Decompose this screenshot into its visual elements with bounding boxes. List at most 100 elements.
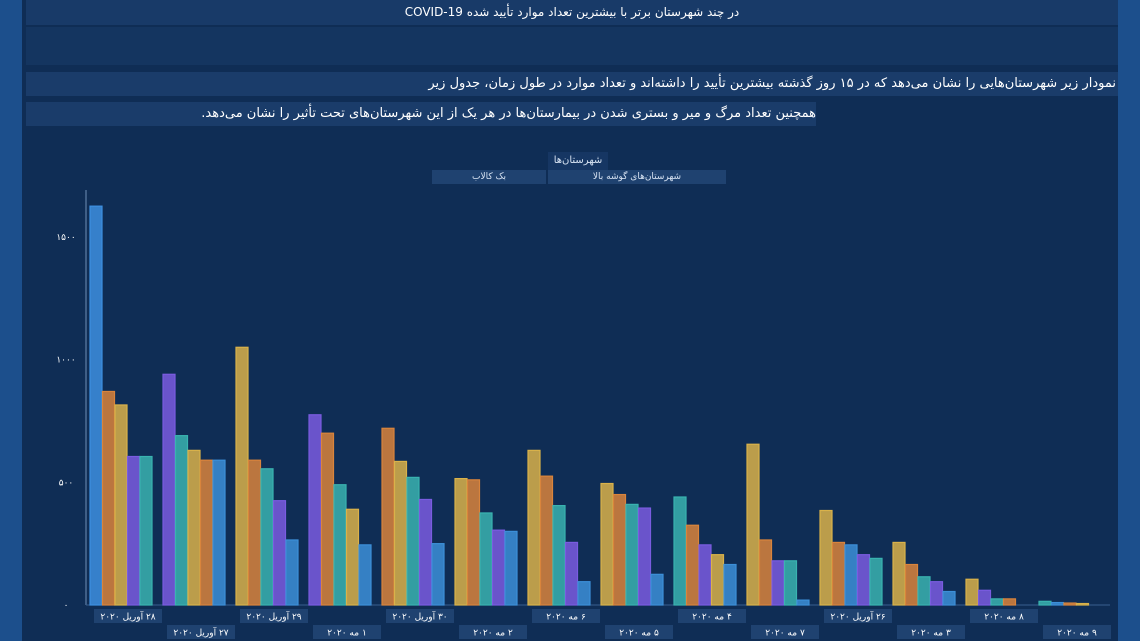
bar[interactable] (235, 346, 249, 606)
bar[interactable] (637, 507, 652, 606)
bar[interactable] (114, 404, 128, 606)
bar[interactable] (247, 459, 262, 606)
bar[interactable] (1038, 600, 1052, 606)
x-tick-label: ۲ مه ۲۰۲۰ (473, 629, 513, 639)
legend-item-1[interactable]: شهرستان‌های گوشه بالا (548, 170, 726, 184)
header-panel (26, 27, 1118, 65)
x-tick-label: ۹ مه ۲۰۲۰ (1057, 629, 1097, 639)
bar[interactable] (162, 373, 176, 606)
bar[interactable] (917, 576, 931, 606)
x-tick-label: ۸ مه ۲۰۲۰ (984, 613, 1024, 623)
bar[interactable] (796, 599, 810, 606)
legend-title: شهرستان‌ها (548, 152, 608, 170)
description-bar-1 (26, 72, 1118, 96)
bar[interactable] (479, 512, 493, 606)
title-bar (26, 0, 1118, 25)
bar[interactable] (260, 468, 274, 606)
x-label-box (94, 609, 162, 623)
bar[interactable] (358, 544, 372, 606)
bar[interactable] (869, 557, 883, 606)
bar[interactable] (418, 498, 433, 606)
bar[interactable] (320, 432, 335, 606)
bar[interactable] (527, 449, 541, 606)
bar[interactable] (698, 544, 712, 606)
bar[interactable] (174, 435, 189, 606)
bars-group (89, 205, 1090, 606)
bar[interactable] (819, 509, 833, 606)
bar[interactable] (844, 544, 858, 606)
bar[interactable] (504, 530, 518, 606)
bar[interactable] (89, 205, 103, 606)
bar[interactable] (965, 578, 979, 606)
bar[interactable] (612, 493, 627, 606)
bar[interactable] (783, 560, 798, 606)
x-tick-label: ۱ مه ۲۰۲۰ (327, 629, 367, 639)
description-line-1: نمودار زیر شهرستان‌هایی را نشان می‌دهد ک… (428, 76, 1116, 91)
bar[interactable] (126, 455, 141, 606)
bar[interactable] (625, 503, 639, 606)
x-label-box (313, 625, 381, 639)
bar[interactable] (977, 589, 992, 606)
legend-item-2[interactable]: بک کالاب (432, 170, 546, 184)
x-tick-label: ۷ مه ۲۰۲۰ (765, 629, 805, 639)
bar[interactable] (990, 598, 1004, 606)
bar[interactable] (1050, 601, 1065, 606)
bar[interactable] (139, 455, 153, 606)
bar[interactable] (285, 539, 299, 606)
x-tick-label: ۶ مه ۲۰۲۰ (546, 613, 586, 623)
x-label-box (970, 609, 1038, 623)
x-tick-label: ۲۹ آوریل ۲۰۲۰ (246, 611, 301, 623)
bar[interactable] (187, 449, 201, 606)
bar[interactable] (393, 460, 408, 606)
bar[interactable] (685, 524, 700, 606)
bar[interactable] (1002, 598, 1017, 606)
bar[interactable] (710, 554, 725, 606)
bar[interactable] (466, 479, 481, 606)
bar[interactable] (771, 560, 785, 606)
bar[interactable] (199, 459, 214, 606)
bar[interactable] (1075, 602, 1090, 606)
bar[interactable] (831, 541, 846, 606)
bar[interactable] (723, 563, 737, 606)
bar[interactable] (212, 459, 226, 606)
bar[interactable] (564, 541, 579, 606)
bar[interactable] (381, 427, 395, 606)
bar[interactable] (758, 539, 773, 606)
x-label-box (459, 625, 527, 639)
chart-title: COVID-19 در چند شهرستان برتر با بیشترین … (404, 5, 740, 19)
bar[interactable] (491, 529, 506, 606)
bar[interactable] (333, 484, 347, 606)
bar[interactable] (600, 482, 614, 606)
bar[interactable] (746, 443, 760, 606)
bar[interactable] (272, 500, 287, 606)
x-label-box (386, 609, 454, 623)
right-frame (1118, 0, 1140, 641)
bar[interactable] (929, 581, 944, 606)
x-axis-labels: ۲۸ آوریل ۲۰۲۰ ۲۷ آوریل ۲۰۲۰ ۲۹ آوریل ۲۰۲۰ ۱… (94, 609, 1111, 639)
bar[interactable] (345, 508, 360, 606)
bar[interactable] (577, 581, 591, 606)
y-tick-label: ۵۰۰ (59, 478, 74, 488)
bar[interactable] (431, 543, 445, 606)
description-bar-2 (26, 102, 816, 126)
bar[interactable] (454, 477, 468, 606)
left-frame (0, 0, 22, 641)
bar[interactable] (1063, 602, 1077, 606)
bar[interactable] (552, 504, 566, 606)
bar[interactable] (942, 590, 956, 606)
x-tick-label: ۵ مه ۲۰۲۰ (619, 629, 659, 639)
bar[interactable] (539, 475, 554, 606)
bar[interactable] (892, 541, 906, 606)
x-label-box (532, 609, 600, 623)
bar[interactable] (673, 496, 687, 606)
bar[interactable] (406, 476, 420, 606)
bar[interactable] (101, 390, 116, 606)
bar[interactable] (904, 563, 919, 606)
x-label-box (678, 609, 746, 623)
x-label-box (824, 609, 892, 623)
bar[interactable] (308, 414, 322, 606)
bar[interactable] (856, 554, 871, 606)
y-tick-label: ۱۰۰۰ (56, 356, 75, 366)
bar[interactable] (650, 573, 664, 606)
